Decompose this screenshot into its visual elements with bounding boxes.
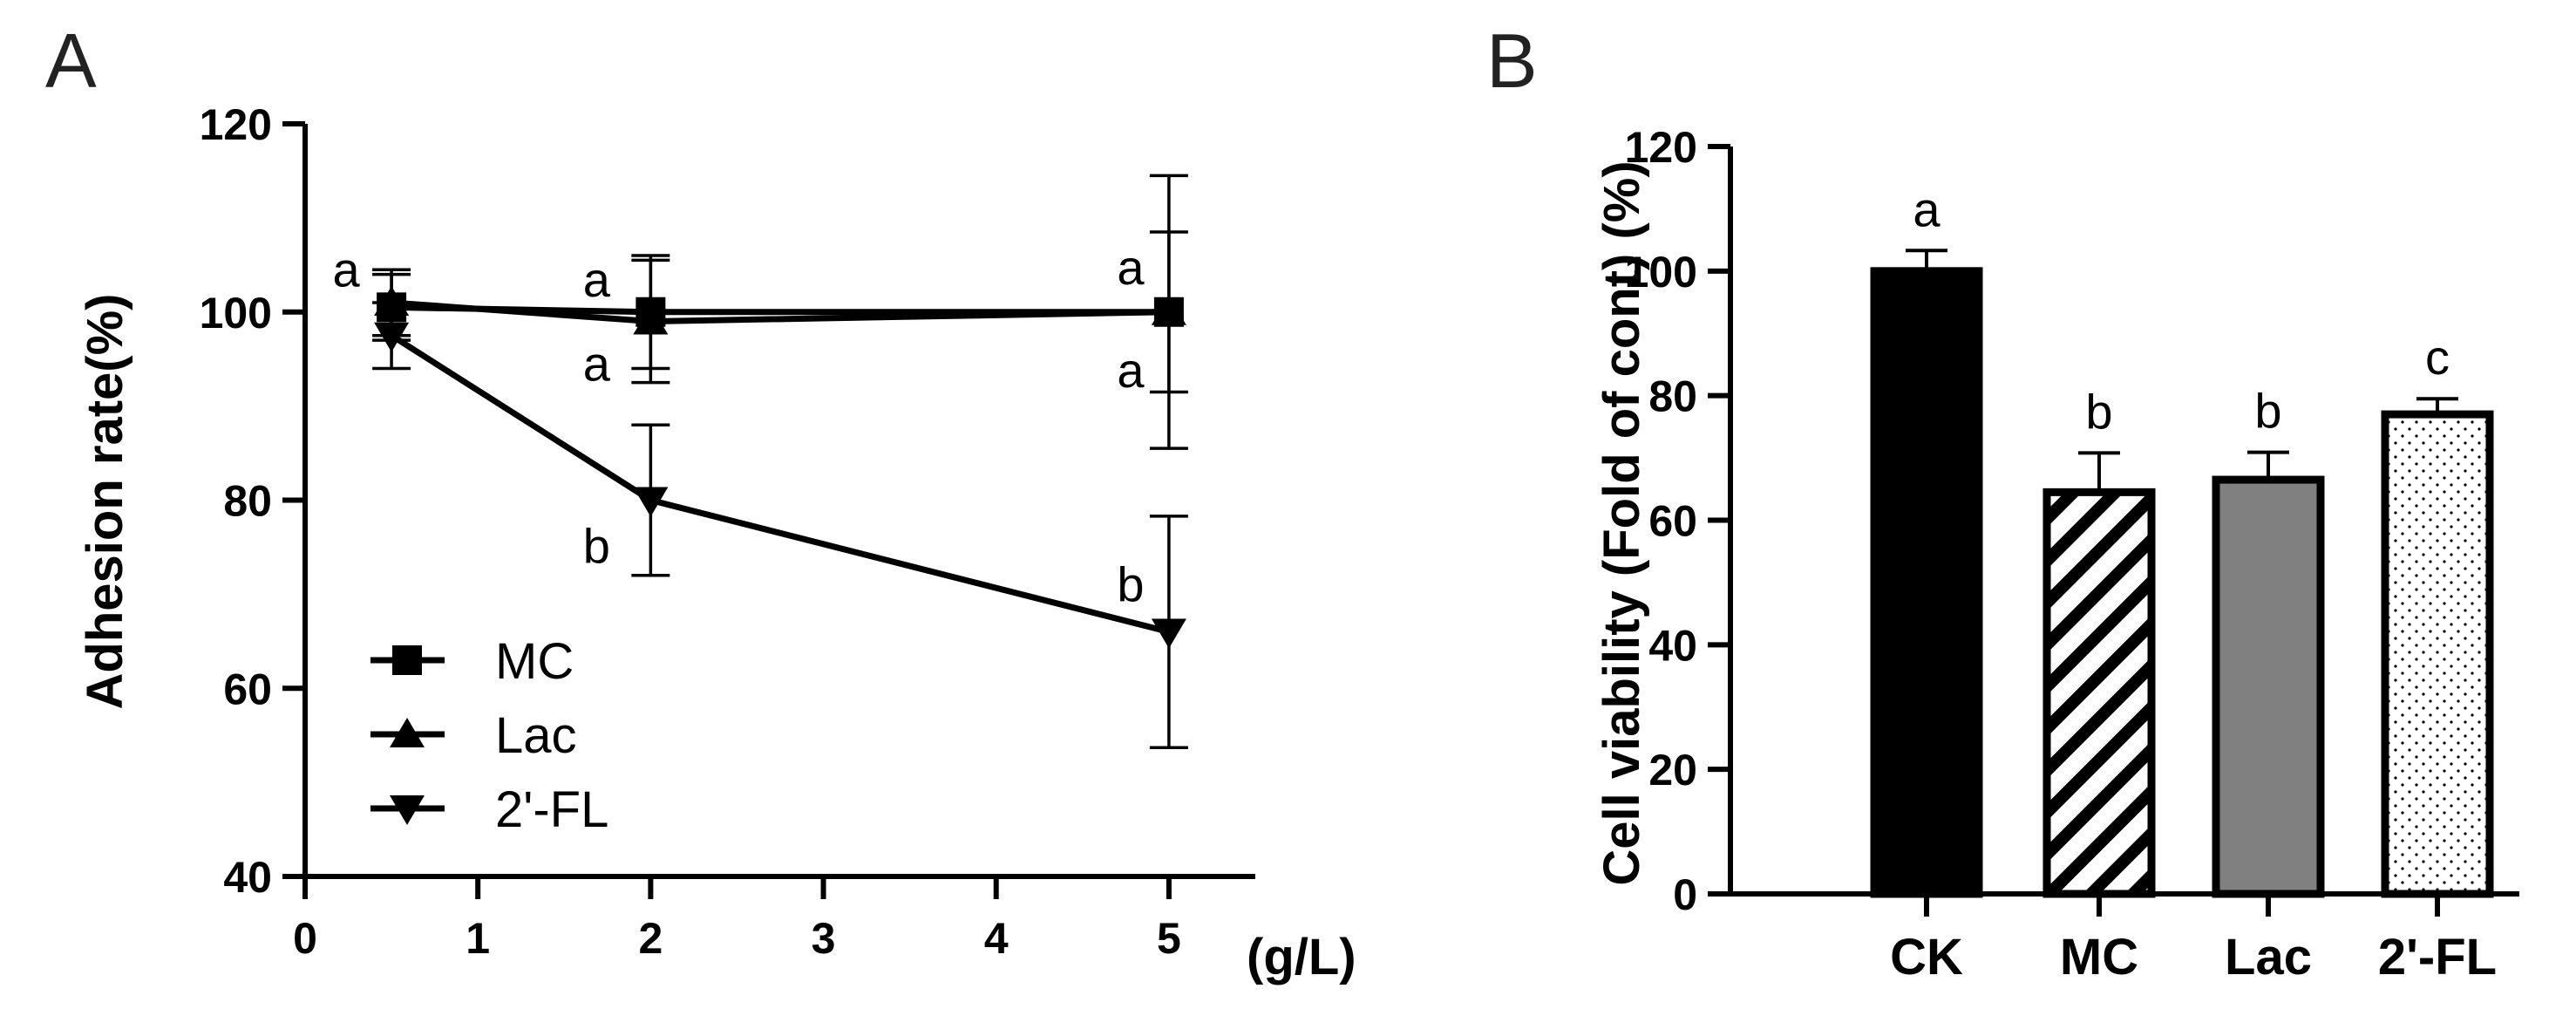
panel-b-y-tick-label: 60: [1648, 497, 1697, 546]
panel-b-y-axis-title: Cell viability (Fold of cont) (%): [1594, 160, 1650, 885]
panel-a-x-tick-label: 1: [466, 914, 490, 963]
significance-letter: b: [583, 519, 610, 574]
panel-a-line-chart: A Adhesion rate(%) (g/L) 40 60 80 100 120 0 1 2…: [45, 17, 1356, 985]
significance-letter: a: [1117, 343, 1145, 398]
legend-label: MC: [495, 633, 574, 690]
panel-a-x-tick-label: 2: [638, 914, 663, 963]
significance-letter: a: [583, 337, 611, 392]
data-point-lac: [1151, 295, 1186, 325]
data-point-2-fl: [1151, 618, 1186, 649]
significance-letter: a: [583, 252, 611, 307]
legend-marker: [390, 718, 425, 747]
data-point-2-fl: [633, 487, 669, 517]
significance-letter: a: [333, 242, 361, 297]
x-tick-label: 2'-FL: [2378, 929, 2497, 985]
legend-label: Lac: [495, 707, 577, 764]
x-tick-label: Lac: [2225, 929, 2312, 985]
significance-letter: b: [2085, 384, 2112, 439]
bar-group-2-fl: 2'-FL c: [2378, 330, 2497, 985]
panel-a-y-tick-label: 40: [223, 853, 272, 902]
x-tick-label: CK: [1890, 929, 1963, 985]
panel-a-y-tick-label: 120: [200, 100, 272, 149]
panel-b-y-tick-label: 120: [1625, 123, 1697, 172]
x-tick-label: MC: [2060, 929, 2138, 985]
significance-letter: a: [1913, 181, 1940, 236]
panel-a-x-axis-unit: (g/L): [1247, 929, 1356, 985]
legend-entry-lac: Lac: [370, 707, 577, 764]
panel-a-y-tick-label: 60: [223, 665, 272, 713]
bar-2-fl: [2381, 410, 2494, 898]
legend-entry-mc: MC: [370, 633, 574, 690]
legend-marker: [390, 795, 425, 825]
panel-b-y-tick-label: 0: [1673, 870, 1697, 919]
series-2-fl: bb: [372, 301, 1188, 749]
bar-ck: [1870, 267, 1983, 898]
bar-group-ck: CK a: [1870, 181, 1983, 985]
bar-mc: [2042, 488, 2156, 898]
data-point-2-fl: [374, 322, 410, 352]
significance-letter: b: [1117, 557, 1144, 612]
panel-b-y-tick-label: 20: [1648, 746, 1697, 794]
panel-a-label: A: [45, 17, 97, 104]
legend-marker: [392, 645, 422, 675]
panel-b-bar-chart: B Cell viability (Fold of cont) (%) 0 20 4…: [1486, 17, 2519, 985]
panel-a-y-tick-label: 80: [223, 477, 272, 526]
panel-b-y-tick-label: 40: [1648, 621, 1697, 670]
panel-a-x-tick-label: 3: [812, 914, 836, 963]
bar-group-mc: MC b: [2042, 384, 2156, 985]
panel-a-y-tick-label: 100: [200, 289, 272, 338]
legend-label: 2'-FL: [495, 781, 608, 838]
panel-a-y-axis-title: Adhesion rate(%): [77, 294, 133, 710]
panel-a-x-tick-label: 0: [293, 914, 317, 963]
bar-group-lac: Lac b: [2212, 384, 2325, 985]
significance-letter: a: [1117, 240, 1145, 295]
significance-letter: b: [2254, 384, 2281, 439]
series-line-2-fl: [390, 332, 1170, 635]
legend-entry-2-fl: 2'-FL: [370, 781, 608, 838]
panel-b-y-tick-label: 100: [1625, 248, 1697, 297]
panel-b-y-tick-label: 80: [1648, 372, 1697, 421]
panel-a-x-tick-label: 4: [984, 914, 1009, 963]
data-point-lac: [374, 285, 410, 316]
panel-a-x-tick-label: 5: [1157, 914, 1181, 963]
data-point-lac: [633, 304, 669, 335]
significance-letter: c: [2425, 330, 2450, 385]
panel-b-label: B: [1486, 17, 1538, 104]
bar-lac: [2212, 475, 2325, 898]
